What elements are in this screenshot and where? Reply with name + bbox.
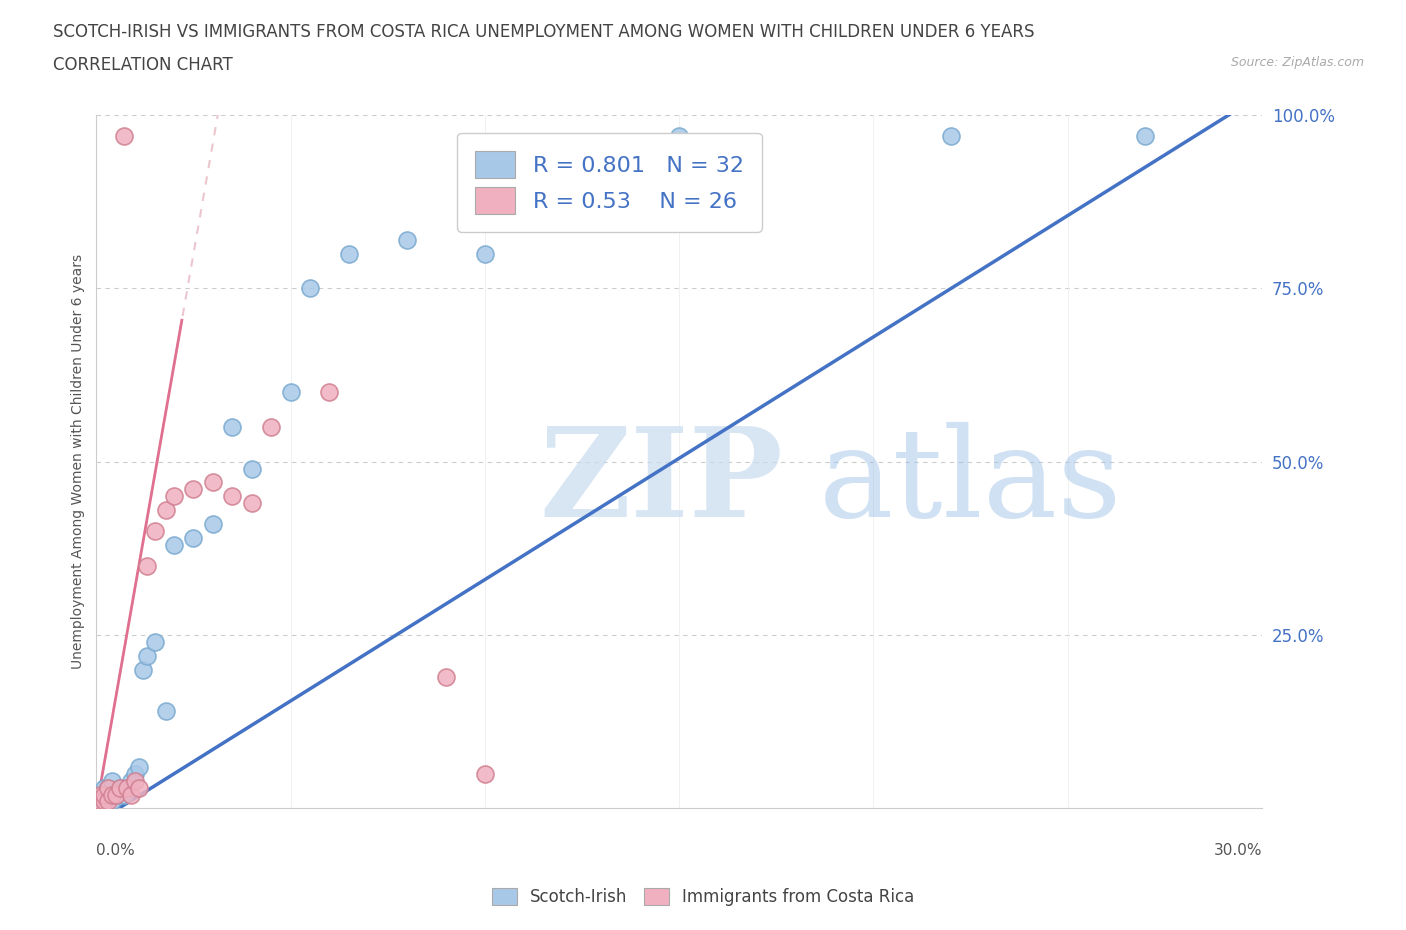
Point bbox=[89, 794, 111, 809]
Point bbox=[89, 794, 111, 809]
Point bbox=[128, 780, 150, 795]
Point bbox=[201, 517, 224, 532]
Point bbox=[163, 489, 186, 504]
Point bbox=[474, 246, 496, 261]
Point bbox=[108, 780, 131, 795]
Point bbox=[101, 794, 124, 809]
Point bbox=[941, 128, 963, 143]
Text: atlas: atlas bbox=[820, 422, 1122, 543]
Point bbox=[318, 385, 340, 400]
Point bbox=[135, 558, 157, 573]
Point bbox=[143, 524, 166, 538]
Point bbox=[97, 780, 120, 795]
Point bbox=[260, 419, 283, 434]
Point bbox=[124, 766, 146, 781]
Point bbox=[221, 419, 243, 434]
Point bbox=[120, 773, 142, 788]
Point bbox=[97, 787, 120, 802]
Point bbox=[101, 773, 124, 788]
Legend: Scotch-Irish, Immigrants from Costa Rica: Scotch-Irish, Immigrants from Costa Rica bbox=[485, 881, 921, 912]
Point bbox=[93, 787, 115, 802]
Point bbox=[240, 461, 263, 476]
Point bbox=[474, 766, 496, 781]
Point bbox=[183, 482, 205, 497]
Point bbox=[128, 760, 150, 775]
Point bbox=[135, 648, 157, 663]
Point bbox=[155, 503, 177, 518]
Point bbox=[396, 232, 419, 247]
Point bbox=[117, 780, 139, 795]
Point bbox=[120, 787, 142, 802]
Point bbox=[124, 773, 146, 788]
Point bbox=[280, 385, 302, 400]
Point bbox=[117, 780, 139, 795]
Point bbox=[104, 787, 127, 802]
Point bbox=[221, 489, 243, 504]
Point bbox=[201, 475, 224, 490]
Point bbox=[240, 496, 263, 511]
Point bbox=[97, 794, 120, 809]
Point bbox=[155, 704, 177, 719]
Point bbox=[101, 787, 124, 802]
Point bbox=[89, 787, 111, 802]
Text: Source: ZipAtlas.com: Source: ZipAtlas.com bbox=[1230, 56, 1364, 69]
Point bbox=[183, 530, 205, 545]
Point bbox=[93, 794, 115, 809]
Point bbox=[104, 787, 127, 802]
Point bbox=[668, 128, 690, 143]
Text: 30.0%: 30.0% bbox=[1213, 844, 1263, 858]
Point bbox=[108, 780, 131, 795]
Point bbox=[93, 780, 115, 795]
Text: 0.0%: 0.0% bbox=[97, 844, 135, 858]
Point bbox=[299, 281, 322, 296]
Point bbox=[337, 246, 360, 261]
Point bbox=[132, 662, 155, 677]
Point bbox=[97, 780, 120, 795]
Y-axis label: Unemployment Among Women with Children Under 6 years: Unemployment Among Women with Children U… bbox=[72, 254, 86, 670]
Point bbox=[163, 538, 186, 552]
Legend: R = 0.801   N = 32, R = 0.53    N = 26: R = 0.801 N = 32, R = 0.53 N = 26 bbox=[457, 133, 762, 232]
Point bbox=[112, 787, 135, 802]
Text: CORRELATION CHART: CORRELATION CHART bbox=[53, 56, 233, 73]
Point bbox=[112, 128, 135, 143]
Text: SCOTCH-IRISH VS IMMIGRANTS FROM COSTA RICA UNEMPLOYMENT AMONG WOMEN WITH CHILDRE: SCOTCH-IRISH VS IMMIGRANTS FROM COSTA RI… bbox=[53, 23, 1035, 41]
Point bbox=[93, 794, 115, 809]
Text: ZIP: ZIP bbox=[540, 422, 783, 543]
Point bbox=[143, 634, 166, 649]
Point bbox=[434, 670, 457, 684]
Point bbox=[89, 787, 111, 802]
Point bbox=[1135, 128, 1157, 143]
